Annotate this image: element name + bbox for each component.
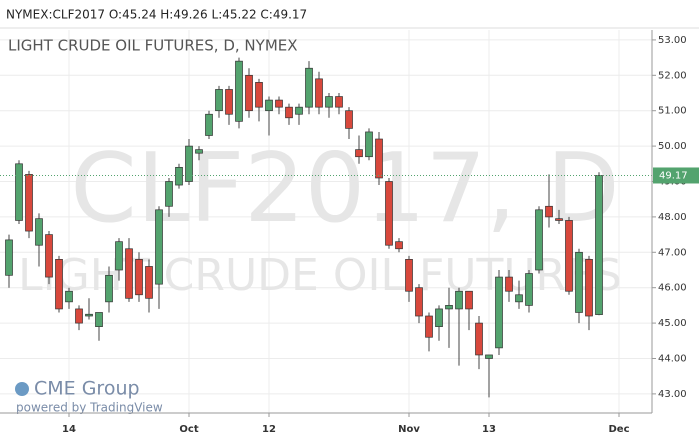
y-tick-label: 46.00 [658,283,687,294]
candle-body [245,74,253,112]
y-tick-label: 53.00 [658,35,687,46]
candle-body [495,276,503,349]
candle-body [255,82,263,108]
candle-body [475,322,483,356]
plot [0,57,652,398]
candle-body [315,78,323,108]
candle-body [275,99,283,108]
candle-body [365,131,373,158]
candle-body [105,274,113,303]
candle-body [155,209,163,285]
x-tick-label: 14 [62,424,76,435]
candle-body [465,290,473,310]
candle-body [15,163,23,221]
candle-body [325,96,333,108]
header-bar [0,0,699,28]
candle-body [405,259,413,292]
grid [0,30,652,413]
candle-body [175,166,183,186]
y-tick-label: 45.00 [658,318,687,329]
candle-body [585,259,593,317]
candle-body [565,220,573,292]
candle-body [45,234,53,278]
candle-body [385,181,393,246]
candle-body [415,287,423,317]
x-tick-label: Oct [179,424,198,435]
y-tick-label: 48.00 [658,212,687,223]
candle-body [265,99,273,112]
candle-body [425,315,433,338]
y-tick-label: 44.00 [658,353,687,364]
chart-title: LIGHT CRUDE OIL FUTURES, D, NYMEX [8,37,298,55]
y-tick-label: 47.00 [658,247,687,258]
candle-body [185,145,193,182]
candle-body [455,290,463,310]
candle-body [545,205,553,218]
last-price-label: 49.17 [659,170,688,181]
candle-body [335,96,343,108]
candle-body [35,218,43,246]
candle-body [595,175,603,315]
x-tick-label: 12 [262,424,276,435]
candle-body [435,308,443,327]
candle-body [135,259,143,296]
candle-body [95,312,103,327]
candle-body [525,273,533,306]
candle-body [235,60,243,122]
candle-body [125,248,133,299]
candle-body [445,305,453,310]
candle-body [115,241,123,271]
x-tick-label: Nov [398,424,420,435]
candle-body [85,313,93,317]
candle-body [575,251,583,313]
x-tick-label: Dec [608,424,629,435]
candle-body [75,308,83,324]
candle-body [505,276,513,292]
last-price-tag [653,167,699,184]
x-tick-label: 13 [482,424,496,435]
candle-body [515,294,523,303]
candle-body [205,113,213,136]
y-tick-label: 43.00 [658,389,687,400]
candle-body [395,241,403,250]
candle-body [535,209,543,271]
axes: 43.0044.0045.0046.0047.0048.0049.0050.00… [62,35,699,435]
candle-body [485,354,493,359]
credit: powered by TradingView [16,401,163,415]
candle-body [215,89,223,112]
candle-body [165,181,173,207]
header: NYMEX:CLF2017 O:45.24 H:49.26 L:45.22 C:… [6,8,307,22]
candle-body [25,174,33,232]
logo-icon [15,382,29,396]
candle-body [555,218,563,221]
y-tick-label: 50.00 [658,141,687,152]
candle-body [65,290,73,303]
candle-body [195,149,203,154]
logo: CME Group [34,378,140,400]
candle-body [295,106,303,115]
candle-body [305,67,313,108]
y-tick-label: 51.00 [658,106,687,117]
candle-body [145,266,153,299]
candle-body [225,89,233,115]
candle-body [285,106,293,119]
candle-body [375,138,383,179]
candle-body [5,239,13,276]
candle-body [345,110,353,129]
candle-body [55,259,63,310]
candle-body [355,149,363,158]
y-tick-label: 52.00 [658,70,687,81]
